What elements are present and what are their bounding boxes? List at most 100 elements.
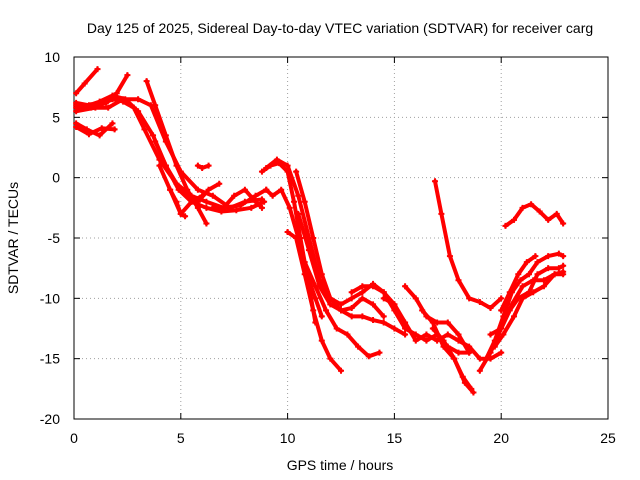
y-tick-label: 10 xyxy=(44,49,60,65)
series-point-s26 xyxy=(438,210,445,217)
series-point-s18 xyxy=(359,295,366,302)
series-point-s17 xyxy=(338,367,344,374)
series-point-s28 xyxy=(483,355,490,362)
series-point-s19 xyxy=(365,353,372,360)
series-point-s20 xyxy=(295,210,302,217)
series-point-s13 xyxy=(220,204,227,211)
series-point-s32 xyxy=(528,201,535,208)
series-point-s13 xyxy=(258,204,265,211)
series-point-s26 xyxy=(487,304,494,311)
series-point-s23 xyxy=(455,331,462,338)
series-point-s15 xyxy=(267,162,274,169)
series-point-s28 xyxy=(534,259,541,266)
series-point-s22 xyxy=(412,337,419,344)
series-point-s7 xyxy=(73,123,80,130)
series-point-s26 xyxy=(466,295,473,302)
series-point-s15 xyxy=(291,198,298,205)
series-point-s4 xyxy=(135,96,142,103)
series-line-s19 xyxy=(302,260,382,359)
series-point-s21 xyxy=(455,349,462,356)
series-point-s14 xyxy=(284,162,291,169)
series-point-s30 xyxy=(500,331,507,338)
series-point-s5 xyxy=(261,198,268,205)
series-point-s2 xyxy=(124,72,131,79)
series-point-s18 xyxy=(318,271,325,278)
series-point-s30 xyxy=(540,283,547,290)
series-point-s25 xyxy=(459,373,466,380)
x-axis-label: GPS time / hours xyxy=(287,457,394,473)
series-point-s11 xyxy=(182,213,189,220)
series-point-s29 xyxy=(545,265,552,272)
series-point-s4 xyxy=(209,192,216,199)
series-point-s9 xyxy=(184,192,191,199)
series-point-s11 xyxy=(173,198,180,205)
series-point-s7 xyxy=(85,131,92,138)
series-point-s5 xyxy=(109,92,116,99)
series-line-s1 xyxy=(74,67,100,96)
series-point-s17 xyxy=(327,355,334,362)
series-point-s19 xyxy=(323,307,330,314)
series-point-s26 xyxy=(476,298,483,305)
y-tick-label: -15 xyxy=(40,351,60,367)
series-point-s1 xyxy=(94,66,101,73)
y-tick-label: -5 xyxy=(48,230,61,246)
series-point-s16 xyxy=(263,186,270,193)
series-point-s12 xyxy=(199,165,206,172)
series-line-s22 xyxy=(381,296,504,361)
series-point-s17 xyxy=(284,228,291,235)
series-point-s24 xyxy=(429,319,436,326)
series-point-s5 xyxy=(233,207,240,214)
series-point-s30 xyxy=(551,271,558,278)
series-point-s32 xyxy=(553,210,560,217)
series-point-s4 xyxy=(241,198,248,205)
series-point-s13 xyxy=(252,198,259,205)
series-point-s27 xyxy=(540,277,547,284)
series-point-s20 xyxy=(380,319,387,326)
series-point-s26 xyxy=(446,253,453,260)
series-point-s32 xyxy=(519,204,526,211)
series-point-s23 xyxy=(412,295,419,302)
series-point-s5 xyxy=(122,96,129,103)
series-point-s19 xyxy=(301,259,308,266)
series-point-s21 xyxy=(348,289,355,296)
series-point-s28 xyxy=(555,250,562,257)
series-point-s12 xyxy=(205,162,212,169)
series-point-s17 xyxy=(310,307,317,314)
series-point-s22 xyxy=(498,349,505,356)
y-tick-label: -20 xyxy=(40,411,60,427)
series-point-s1 xyxy=(73,90,80,97)
series-point-s8 xyxy=(173,162,180,169)
series-layer xyxy=(73,66,567,396)
series-point-s19 xyxy=(376,349,383,356)
x-tick-label: 20 xyxy=(493,430,509,446)
series-line-s30 xyxy=(492,272,566,349)
series-point-s30 xyxy=(511,313,518,320)
series-point-s18 xyxy=(380,313,387,320)
series-point-s12 xyxy=(194,162,201,169)
series-point-s17 xyxy=(318,337,325,344)
series-point-s22 xyxy=(423,331,430,338)
series-point-s22 xyxy=(476,355,483,362)
series-point-s9 xyxy=(162,162,169,169)
series-point-s25 xyxy=(451,355,458,362)
series-point-s28 xyxy=(545,253,552,260)
series-point-s5 xyxy=(73,99,80,106)
series-point-s5 xyxy=(150,132,157,139)
series-point-s6 xyxy=(96,132,103,139)
series-point-s20 xyxy=(305,247,312,254)
y-tick-label: 5 xyxy=(52,109,60,125)
series-point-s10 xyxy=(156,162,163,169)
series-point-s25 xyxy=(429,325,436,332)
series-point-s25 xyxy=(440,337,447,344)
series-line-s11 xyxy=(168,187,188,219)
series-point-s30 xyxy=(560,271,567,278)
series-point-s14 xyxy=(295,192,302,199)
series-point-s29 xyxy=(534,271,541,278)
series-point-s13 xyxy=(241,186,248,193)
series-point-s19 xyxy=(355,343,362,350)
series-point-s29 xyxy=(498,325,505,332)
series-point-s5 xyxy=(135,108,142,115)
series-point-s16 xyxy=(269,192,276,199)
series-point-s32 xyxy=(511,216,518,223)
x-tick-label: 15 xyxy=(387,430,403,446)
